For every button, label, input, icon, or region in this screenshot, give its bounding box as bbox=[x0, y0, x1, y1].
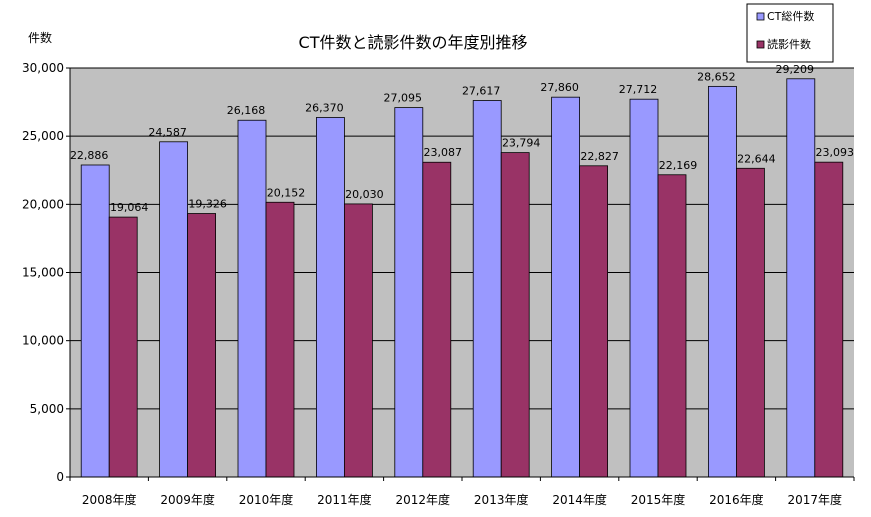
bar-ct-total bbox=[472, 100, 502, 478]
y-axis-label: 件数 bbox=[28, 30, 52, 45]
bar-reading bbox=[265, 201, 295, 478]
bar-ct-total bbox=[629, 98, 659, 478]
x-ticks: 2008年度 2009年度 2010年度 2011年度 2012年度 2013年度 2014… bbox=[69, 477, 855, 507]
legend-swatch-ct bbox=[756, 12, 765, 21]
data-label-ct-total: 27,095 bbox=[384, 92, 423, 105]
bar-reading bbox=[579, 165, 608, 478]
x-tick-label: 2013年度 bbox=[474, 492, 529, 507]
y-tick-label: 30,000 bbox=[22, 61, 64, 75]
bar-ct-total bbox=[394, 107, 424, 478]
bar-reading bbox=[187, 213, 217, 478]
x-tick-label: 2016年度 bbox=[709, 492, 764, 507]
bar-reading bbox=[736, 167, 765, 478]
x-tick-label: 2010年度 bbox=[239, 492, 294, 507]
bar-reading bbox=[343, 203, 373, 478]
bar-ct-total bbox=[551, 96, 580, 478]
bar-ct-total bbox=[315, 117, 345, 478]
x-tick-label: 2012年度 bbox=[396, 492, 451, 507]
bar-ct-total bbox=[786, 78, 816, 478]
legend-label-reading: 読影件数 bbox=[767, 37, 811, 51]
data-label-reading: 20,152 bbox=[267, 186, 306, 199]
legend-swatch-reading bbox=[756, 40, 765, 49]
bar-reading bbox=[814, 161, 844, 478]
data-label-reading: 20,030 bbox=[345, 188, 384, 201]
data-label-ct-total: 27,860 bbox=[540, 81, 579, 94]
x-tick-label: 2014年度 bbox=[552, 492, 607, 507]
legend: CT総件数 読影件数 bbox=[746, 3, 834, 63]
chart-title: CT件数と読影件数の年度別推移 bbox=[299, 33, 528, 52]
x-tick-label: 2017年度 bbox=[788, 492, 843, 507]
data-label-reading: 22,169 bbox=[659, 159, 698, 172]
data-label-reading: 23,087 bbox=[424, 146, 463, 159]
legend-label-ct: CT総件数 bbox=[767, 9, 814, 23]
bar-ct-total bbox=[237, 119, 267, 478]
data-labels: 22,886 19,064 24,587 19,326 26,168 20,152 26,3… bbox=[70, 63, 854, 214]
bar-reading bbox=[108, 216, 138, 478]
x-tick-label: 2011年度 bbox=[317, 492, 372, 507]
data-label-reading: 23,093 bbox=[816, 146, 855, 159]
x-tick-label: 2008年度 bbox=[82, 492, 137, 507]
data-label-ct-total: 26,168 bbox=[227, 104, 266, 117]
data-label-ct-total: 22,886 bbox=[70, 149, 109, 162]
x-tick-label: 2015年度 bbox=[631, 492, 686, 507]
bar-reading bbox=[500, 152, 530, 478]
bar-reading bbox=[422, 161, 452, 478]
bar-reading bbox=[657, 174, 687, 478]
data-label-ct-total: 27,712 bbox=[619, 83, 658, 96]
y-tick-label: 15,000 bbox=[22, 266, 64, 280]
y-tick-label: 20,000 bbox=[22, 197, 64, 211]
y-tick-label: 0 bbox=[56, 470, 64, 484]
bars bbox=[80, 78, 844, 478]
data-label-reading: 19,326 bbox=[188, 198, 227, 211]
x-tick-label: 2009年度 bbox=[160, 492, 215, 507]
y-tick-label: 5,000 bbox=[30, 402, 64, 416]
data-label-reading: 22,827 bbox=[580, 150, 619, 163]
data-label-ct-total: 28,652 bbox=[697, 70, 736, 83]
data-label-ct-total: 26,370 bbox=[305, 101, 344, 114]
data-label-reading: 23,794 bbox=[502, 137, 541, 150]
y-ticks: 0 5,000 10,000 15,000 20,000 25,000 30,000 bbox=[22, 61, 70, 484]
y-tick-label: 25,000 bbox=[22, 129, 64, 143]
data-label-ct-total: 24,587 bbox=[148, 126, 187, 139]
data-label-ct-total: 29,209 bbox=[776, 63, 815, 76]
bar-ct-total bbox=[80, 164, 110, 478]
bar-ct-total bbox=[708, 85, 737, 478]
data-label-reading: 22,644 bbox=[737, 152, 776, 165]
data-label-ct-total: 27,617 bbox=[462, 84, 501, 97]
bar-ct-total bbox=[159, 141, 189, 478]
y-tick-label: 10,000 bbox=[22, 334, 64, 348]
data-label-reading: 19,064 bbox=[110, 201, 149, 214]
